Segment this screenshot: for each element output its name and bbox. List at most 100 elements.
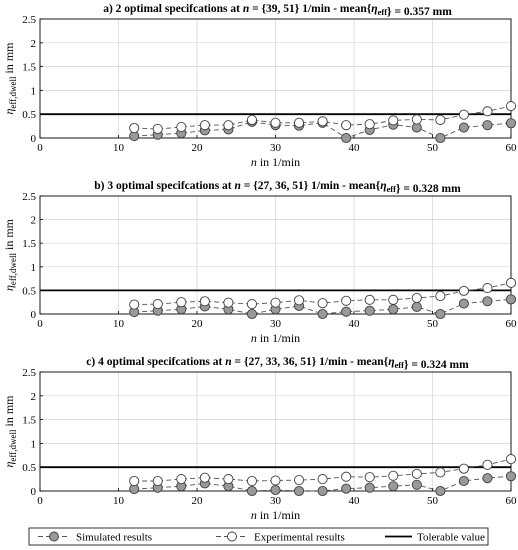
x-tick-label: 10 (113, 142, 125, 154)
experimental-point (364, 472, 375, 483)
legend-tolerable-label: Tolerable value (417, 532, 485, 544)
experimental-point (388, 294, 399, 305)
chart-title-part: η (388, 356, 394, 368)
experimental-point (293, 295, 305, 306)
experimental-point (199, 296, 210, 307)
experimental-point (152, 299, 163, 310)
chart-title-part: η (380, 180, 386, 192)
chart-title: b) 3 optimal specifcations at n = {27, 3… (94, 180, 461, 195)
x-tick-label: 20 (192, 495, 204, 507)
x-axis-unit: in 1/min (257, 155, 300, 169)
experimental-point (411, 468, 422, 479)
legend-box (28, 527, 489, 546)
experimental-point (505, 101, 517, 112)
chart-title-part: n (225, 356, 231, 368)
chart-title-part: a) 2 optimal specifcations at (103, 3, 243, 15)
experimental-point (293, 117, 305, 128)
simulated-point (482, 473, 493, 484)
legend: Simulated results Experimental results T… (28, 527, 489, 546)
legend-simulated-marker (49, 531, 59, 542)
x-axis-unit: in 1/min (257, 331, 300, 345)
experimental-point (341, 120, 352, 131)
simulated-connector (134, 475, 512, 492)
x-tick-label: 50 (427, 495, 439, 507)
chart-title-part: } = 0.328 mm (396, 183, 461, 195)
x-tick-label: 40 (349, 318, 361, 330)
experimental-point (246, 475, 257, 487)
simulated-point (270, 484, 281, 496)
simulated-point (411, 479, 422, 490)
y-axis-unit: in mm (2, 42, 16, 77)
experimental-point (129, 122, 140, 134)
x-axis-var: n (251, 155, 257, 169)
y-axis-sub: eff,dwell (8, 76, 18, 109)
x-tick-label: 0 (37, 495, 43, 507)
experimental-point (317, 116, 328, 127)
y-axis-sub: eff,dwell (8, 429, 18, 462)
simulated-point (435, 308, 446, 320)
simulated-point (317, 308, 328, 320)
chart-title-part: η (371, 3, 377, 15)
y-tick-label: 2.5 (22, 14, 36, 26)
y-tick-label: 1.5 (22, 62, 36, 74)
simulated-point (246, 485, 257, 497)
x-tick-label: 10 (113, 495, 125, 507)
simulated-point (435, 132, 446, 144)
y-axis-unit: in mm (2, 395, 16, 430)
chart-title-part: eff (378, 7, 388, 17)
simulated-point (293, 485, 305, 497)
y-axis-label: ηeff,dwell in mm (2, 395, 18, 468)
experimental-point (199, 120, 210, 131)
y-axis-unit: in mm (2, 218, 16, 253)
experimental-point (388, 115, 399, 126)
y-tick-label: 2.5 (22, 367, 36, 379)
chart-title-part: = {39, 51} 1/min - mean{ (249, 3, 372, 15)
chart-title-part: n (235, 180, 241, 192)
simulated-point (317, 485, 328, 497)
chart-title-part: = {27, 33, 36, 51} 1/min - mean{ (232, 356, 389, 368)
experimental-point (411, 292, 422, 304)
x-axis-label: n in 1/min (251, 508, 300, 522)
x-axis-label: n in 1/min (251, 331, 300, 345)
simulated-point (364, 482, 375, 493)
simulated-point (505, 294, 517, 305)
simulated-point (458, 298, 469, 309)
simulated-point (388, 304, 399, 315)
x-axis-var: n (251, 331, 257, 345)
simulated-point (341, 132, 352, 144)
y-tick-label: 0.5 (22, 462, 36, 474)
experimental-point (129, 299, 140, 310)
experimental-point (223, 120, 234, 131)
chart-panel-b: 0 10 20 30 40 50 60 0 0.5 1 1.5 2 2.5 b) 3 optimal sp… (2, 180, 517, 345)
experimental-point (505, 454, 517, 465)
experimental-point (270, 475, 281, 486)
experimental-point (505, 277, 517, 288)
experimental-point (199, 472, 210, 483)
x-axis-unit: in 1/min (257, 508, 300, 522)
experimental-point (152, 475, 163, 487)
simulated-point (505, 118, 517, 129)
experimental-point (129, 475, 140, 487)
experimental-point (270, 117, 281, 128)
chart-title: c) 4 optimal specifcations at n = {27, 3… (86, 356, 469, 371)
simulated-point (388, 481, 399, 492)
experimental-point (458, 109, 469, 120)
x-tick-label: 40 (349, 142, 361, 154)
x-axis-var: n (251, 508, 257, 522)
chart-title-part: = {27, 36, 51} 1/min - mean{ (241, 180, 381, 192)
experimental-point (435, 467, 446, 478)
experimental-point (341, 295, 352, 306)
experimental-point (364, 119, 375, 130)
y-tick-label: 2 (31, 215, 37, 227)
y-tick-label: 1 (31, 85, 37, 97)
y-tick-label: 0.5 (22, 109, 36, 121)
simulated-point (458, 475, 469, 487)
simulated-point (482, 120, 493, 131)
experimental-point (293, 475, 305, 486)
legend-simulated-label: Simulated results (76, 532, 152, 544)
chart-panel-a: 0 10 20 30 40 50 60 0 0.5 1 1.5 2 2.5 a) 2 optimal sp… (2, 3, 517, 169)
simulated-point (364, 305, 375, 316)
y-tick-label: 1 (31, 262, 37, 274)
experimental-point (246, 114, 257, 125)
